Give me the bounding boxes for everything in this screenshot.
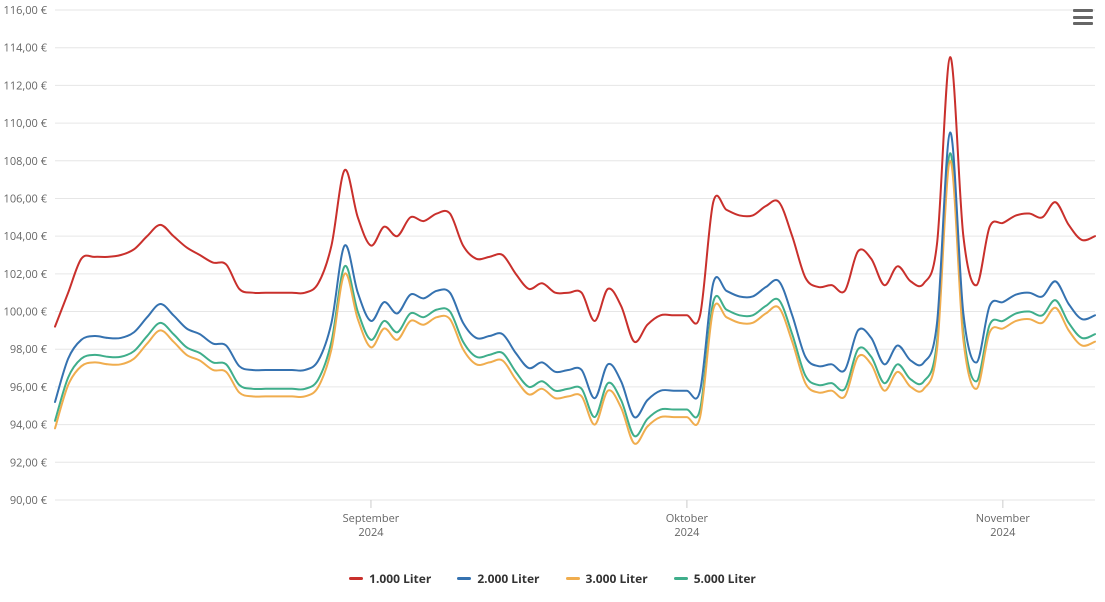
legend-item[interactable]: 3.000 Liter [566,570,648,587]
chart-menu-button[interactable] [1071,6,1095,28]
chart-legend: 1.000 Liter 2.000 Liter 3.000 Liter 5.000 L… [0,570,1105,587]
y-axis-label: 100,00 € [4,305,48,320]
y-axis-label: 92,00 € [10,455,48,470]
y-axis-label: 96,00 € [10,380,48,395]
x-axis-label: Oktober [666,511,709,526]
legend-swatch [349,577,363,580]
legend-item[interactable]: 5.000 Liter [674,570,756,587]
legend-item[interactable]: 2.000 Liter [457,570,539,587]
y-axis-label: 112,00 € [4,78,48,93]
series-line [55,132,1095,417]
x-axis-label: November [976,511,1031,526]
y-axis-label: 98,00 € [10,342,48,357]
y-axis-label: 116,00 € [4,3,48,18]
y-axis-label: 102,00 € [4,267,48,282]
legend-item[interactable]: 1.000 Liter [349,570,431,587]
y-axis-label: 110,00 € [4,116,48,131]
legend-label: 2.000 Liter [477,570,539,587]
legend-swatch [566,577,580,580]
legend-label: 5.000 Liter [694,570,756,587]
y-axis-label: 90,00 € [10,493,48,508]
x-axis-label-year: 2024 [674,525,700,540]
x-axis-label-year: 2024 [990,525,1016,540]
legend-swatch [674,577,688,580]
hamburger-icon [1073,9,1093,12]
x-axis-label: September [343,511,400,526]
chart-svg: 90,00 € 92,00 € 94,00 € 96,00 € 98,00 € 100,0… [0,0,1105,602]
legend-label: 1.000 Liter [369,570,431,587]
y-axis-label: 94,00 € [10,418,48,433]
y-axis-label: 104,00 € [4,229,48,244]
legend-swatch [457,577,471,580]
legend-label: 3.000 Liter [586,570,648,587]
price-chart: 90,00 € 92,00 € 94,00 € 96,00 € 98,00 € 100,0… [0,0,1105,602]
y-axis-label: 106,00 € [4,191,48,206]
y-axis-label: 108,00 € [4,154,48,169]
x-axis-label-year: 2024 [358,525,384,540]
y-axis-label: 114,00 € [4,41,48,56]
